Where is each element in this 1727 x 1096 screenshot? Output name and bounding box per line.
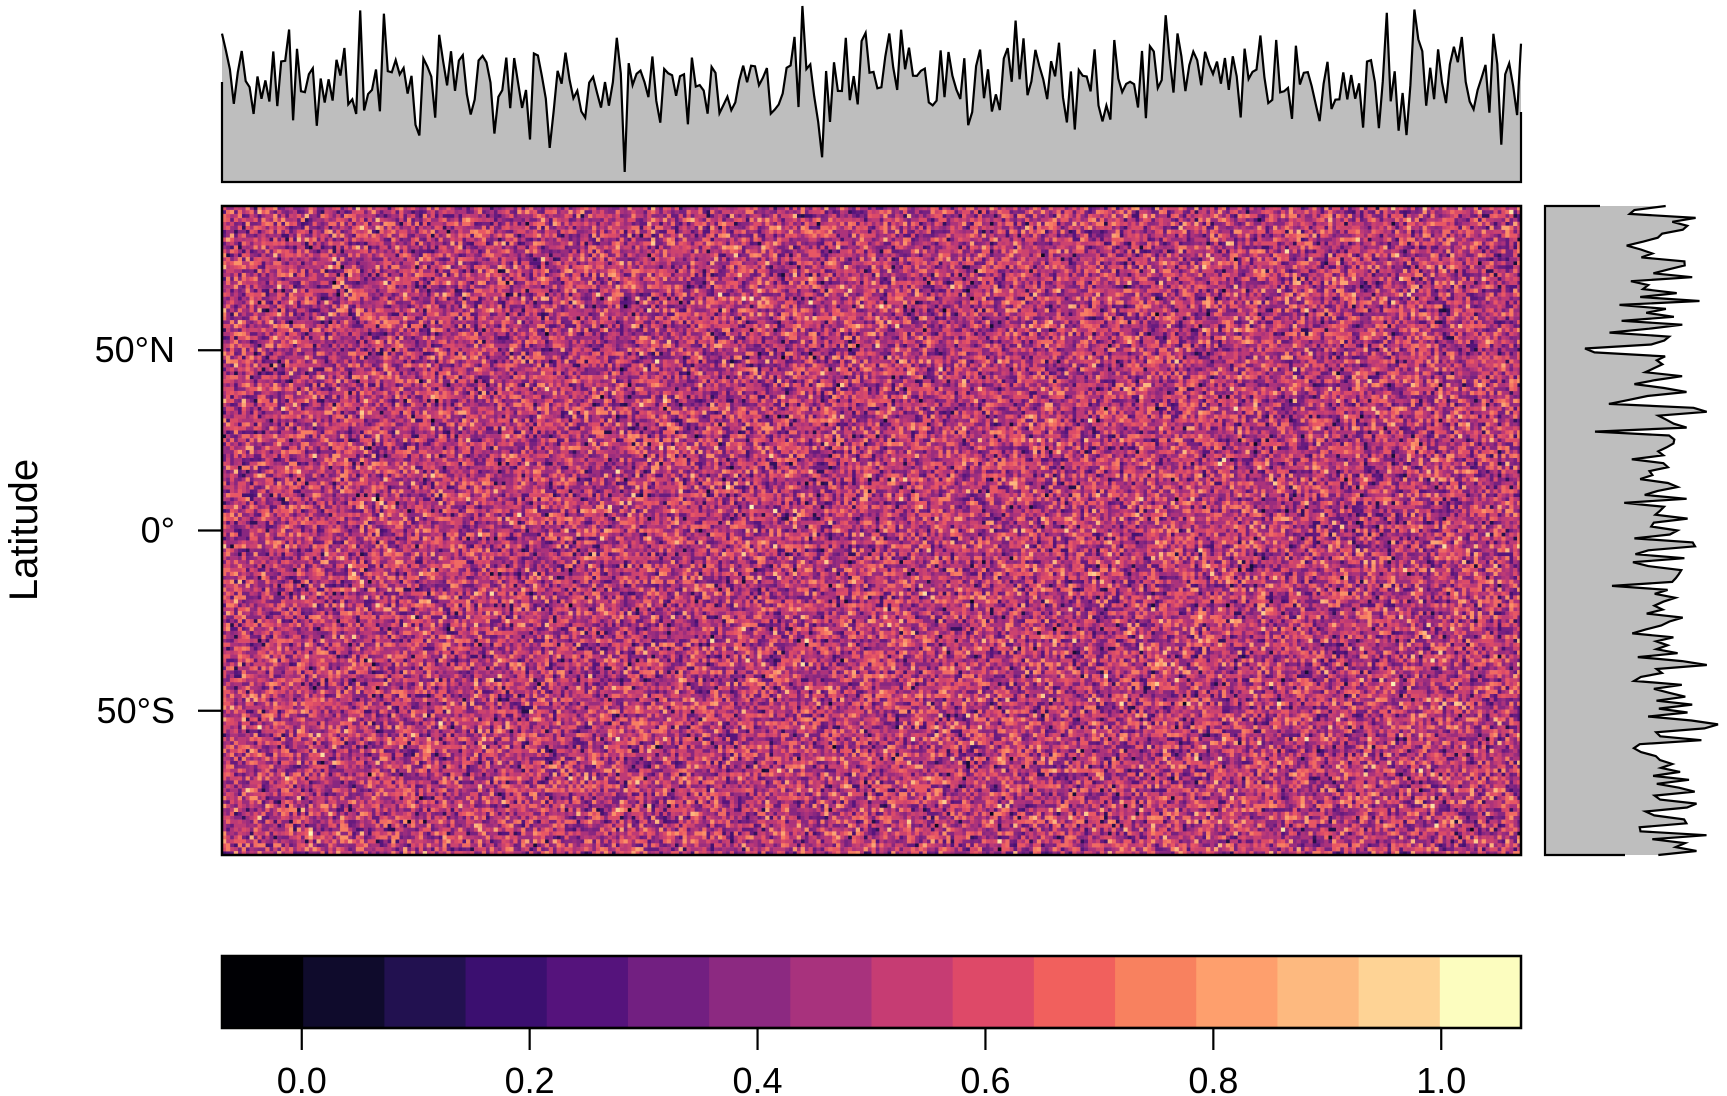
colorbar-swatch — [1439, 956, 1522, 1028]
colorbar-swatch — [546, 956, 629, 1028]
y-axis: 50°N 0° 50°S — [95, 329, 222, 731]
heatmap-panel — [222, 206, 1522, 856]
colorbar-axis: 0.0 0.2 0.4 0.6 0.8 1.0 — [277, 1026, 1466, 1096]
right-marginal-plot — [1543, 204, 1719, 857]
right-marginal-area — [1545, 206, 1718, 855]
heatmap-cells-bin-19 — [222, 206, 1522, 856]
colorbar-swatch — [303, 956, 385, 1028]
colorbar — [220, 954, 1523, 1030]
heatmap-cells-bin-15 — [222, 206, 1522, 856]
heatmap-cells-bin-8 — [222, 206, 1522, 856]
colorbar-tick-label: 0.8 — [1188, 1060, 1238, 1096]
colorbar-tick-label: 1.0 — [1416, 1060, 1466, 1096]
top-marginal-plot — [220, 5, 1523, 184]
heatmap-cells-bin-16 — [222, 206, 1522, 856]
colorbar-swatch — [709, 956, 791, 1028]
colorbar-swatch — [465, 956, 548, 1028]
colorbar-tick-label: 0.0 — [277, 1060, 327, 1096]
y-tick-label: 0° — [141, 510, 175, 551]
y-tick-label: 50°N — [95, 329, 175, 370]
y-axis-label: Latitude — [2, 459, 46, 601]
y-tick-label: 50°S — [97, 690, 175, 731]
colorbar-swatch — [871, 956, 954, 1028]
colorbar-swatch — [384, 956, 467, 1028]
colorbar-swatch — [1033, 956, 1116, 1028]
colorbar-swatch — [1115, 956, 1197, 1028]
top-marginal-line — [220, 5, 1523, 173]
colorbar-swatch — [1358, 956, 1441, 1028]
colorbar-tick-label: 0.6 — [960, 1060, 1010, 1096]
heatmap-cells-bin-7 — [222, 206, 1522, 856]
colorbar-swatch — [790, 956, 872, 1028]
colorbar-swatch — [1277, 956, 1360, 1028]
colorbar-swatch — [1196, 956, 1278, 1028]
colorbar-tick-label: 0.4 — [733, 1060, 783, 1096]
heatmap-cells-bin-14 — [222, 206, 1522, 856]
colorbar-swatch — [222, 956, 304, 1028]
top-marginal-area — [222, 6, 1521, 182]
colorbar-swatch — [627, 956, 710, 1028]
colorbar-swatch — [952, 956, 1035, 1028]
heatmap-cells-bin-12 — [222, 206, 1522, 856]
right-marginal-baseline — [1543, 204, 1625, 857]
heatmap-cells-bin-13 — [222, 206, 1522, 856]
colorbar-tick-label: 0.2 — [505, 1060, 555, 1096]
top-marginal-baseline — [220, 82, 1523, 184]
heatmap-cells-bin-5 — [222, 206, 1522, 856]
right-marginal-line — [1584, 204, 1719, 857]
